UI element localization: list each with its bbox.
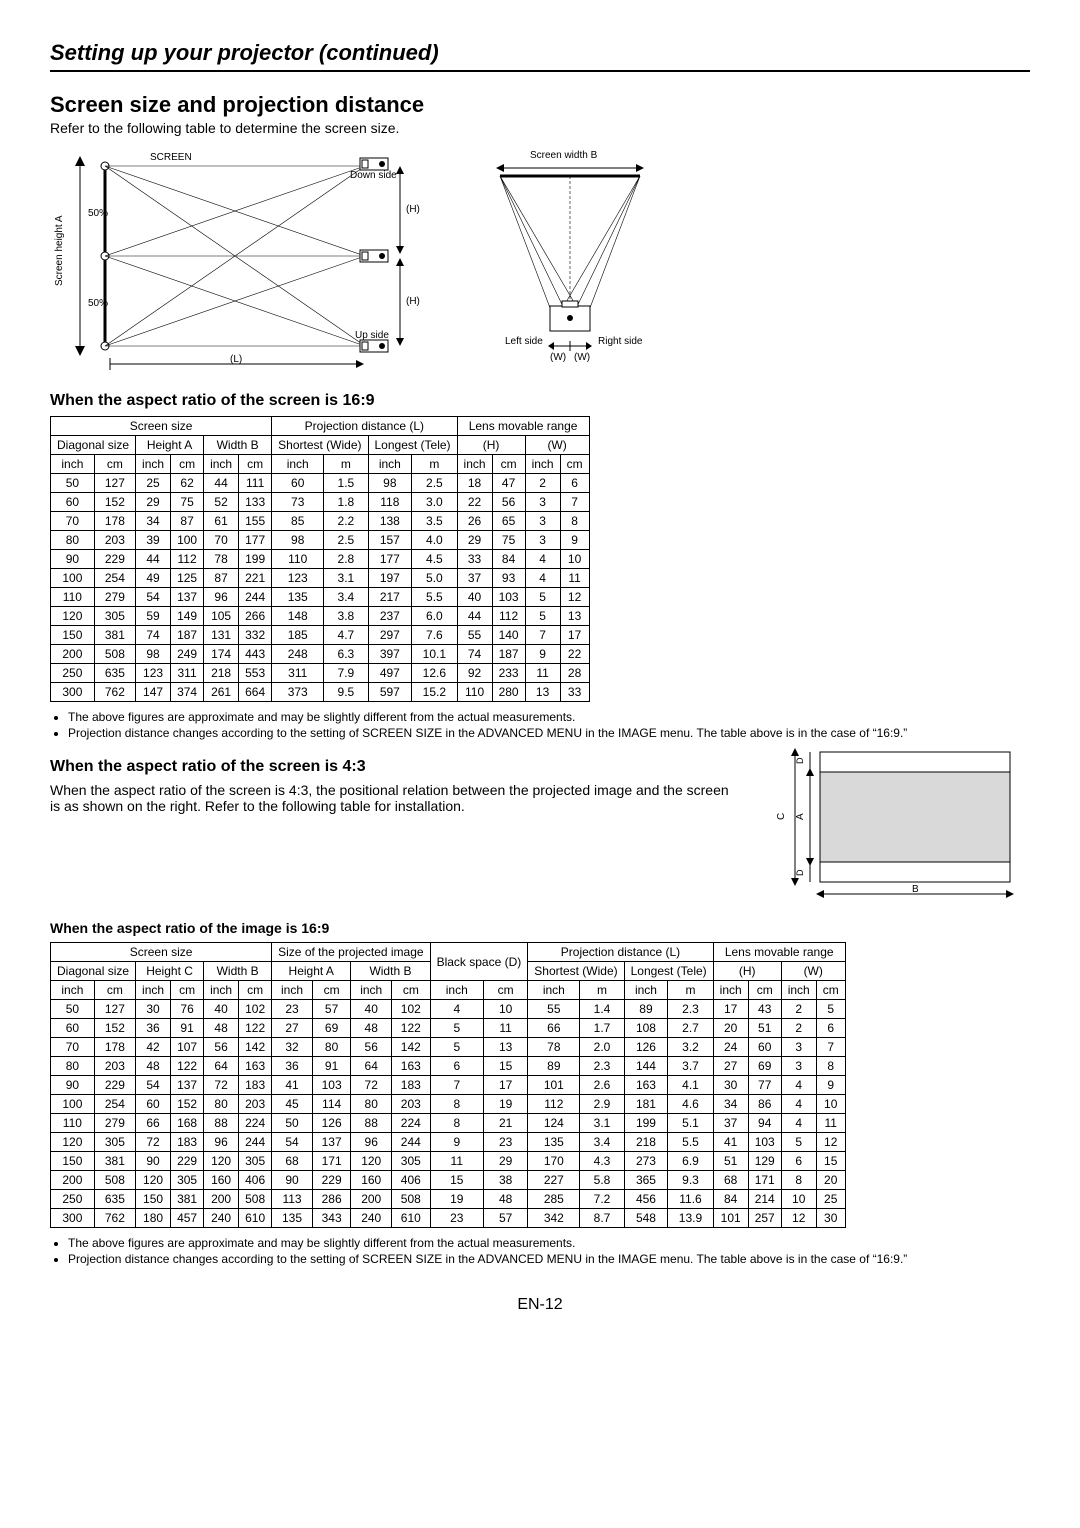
d-label-1: D — [795, 757, 805, 764]
side-view-diagram: Screen height A 50% 50% SCREEN — [50, 146, 420, 376]
notes-1: The above figures are approximate and ma… — [50, 710, 1030, 740]
section-title: Screen size and projection distance — [50, 92, 1030, 118]
l-label: (L) — [230, 354, 242, 365]
right-side-label: Right side — [598, 336, 643, 347]
note-item: The above figures are approximate and ma… — [68, 710, 1030, 724]
fifty-bottom: 50% — [88, 298, 108, 309]
screen-height-label: Screen height A — [54, 215, 65, 286]
h-label-2: (H) — [406, 296, 420, 307]
down-side-label: Down side — [350, 170, 397, 181]
w-label-1: (W) — [550, 352, 566, 363]
section-subtitle: Refer to the following table to determin… — [50, 120, 1030, 136]
screen-label: SCREEN — [150, 152, 192, 163]
b-label: B — [912, 884, 919, 895]
ratio43-heading: When the aspect ratio of the screen is 4… — [50, 758, 740, 776]
screen-width-label: Screen width B — [530, 150, 598, 161]
projector-icon — [360, 340, 388, 352]
a-label: A — [795, 813, 806, 820]
page-number: EN-12 — [50, 1296, 1030, 1314]
note-item: Projection distance changes according to… — [68, 726, 1030, 740]
top-view-diagram: Screen width B Left side Right side (W) … — [480, 146, 660, 376]
projector-icon — [360, 250, 388, 262]
w-label-2: (W) — [574, 352, 590, 363]
ratio43-text: When the aspect ratio of the screen is 4… — [50, 782, 740, 814]
projector-icon — [360, 158, 388, 170]
table169-heading: When the aspect ratio of the screen is 1… — [50, 392, 1030, 410]
table-4-3: Screen sizeSize of the projected imageBl… — [50, 942, 846, 1228]
up-side-label: Up side — [355, 330, 389, 341]
table-16-9: Screen sizeProjection distance (L)Lens m… — [50, 416, 590, 702]
left-side-label: Left side — [505, 336, 543, 347]
table43-heading: When the aspect ratio of the image is 16… — [50, 920, 1030, 936]
ratio43-diagram: C A D D B — [770, 742, 1030, 902]
c-label: C — [776, 813, 787, 820]
h-label-1: (H) — [406, 204, 420, 215]
notes-2: The above figures are approximate and ma… — [50, 1236, 1030, 1266]
page-header: Setting up your projector (continued) — [50, 40, 1030, 72]
fifty-top: 50% — [88, 208, 108, 219]
note-item: Projection distance changes according to… — [68, 1252, 1030, 1266]
d-label-2: D — [795, 869, 805, 876]
note-item: The above figures are approximate and ma… — [68, 1236, 1030, 1250]
